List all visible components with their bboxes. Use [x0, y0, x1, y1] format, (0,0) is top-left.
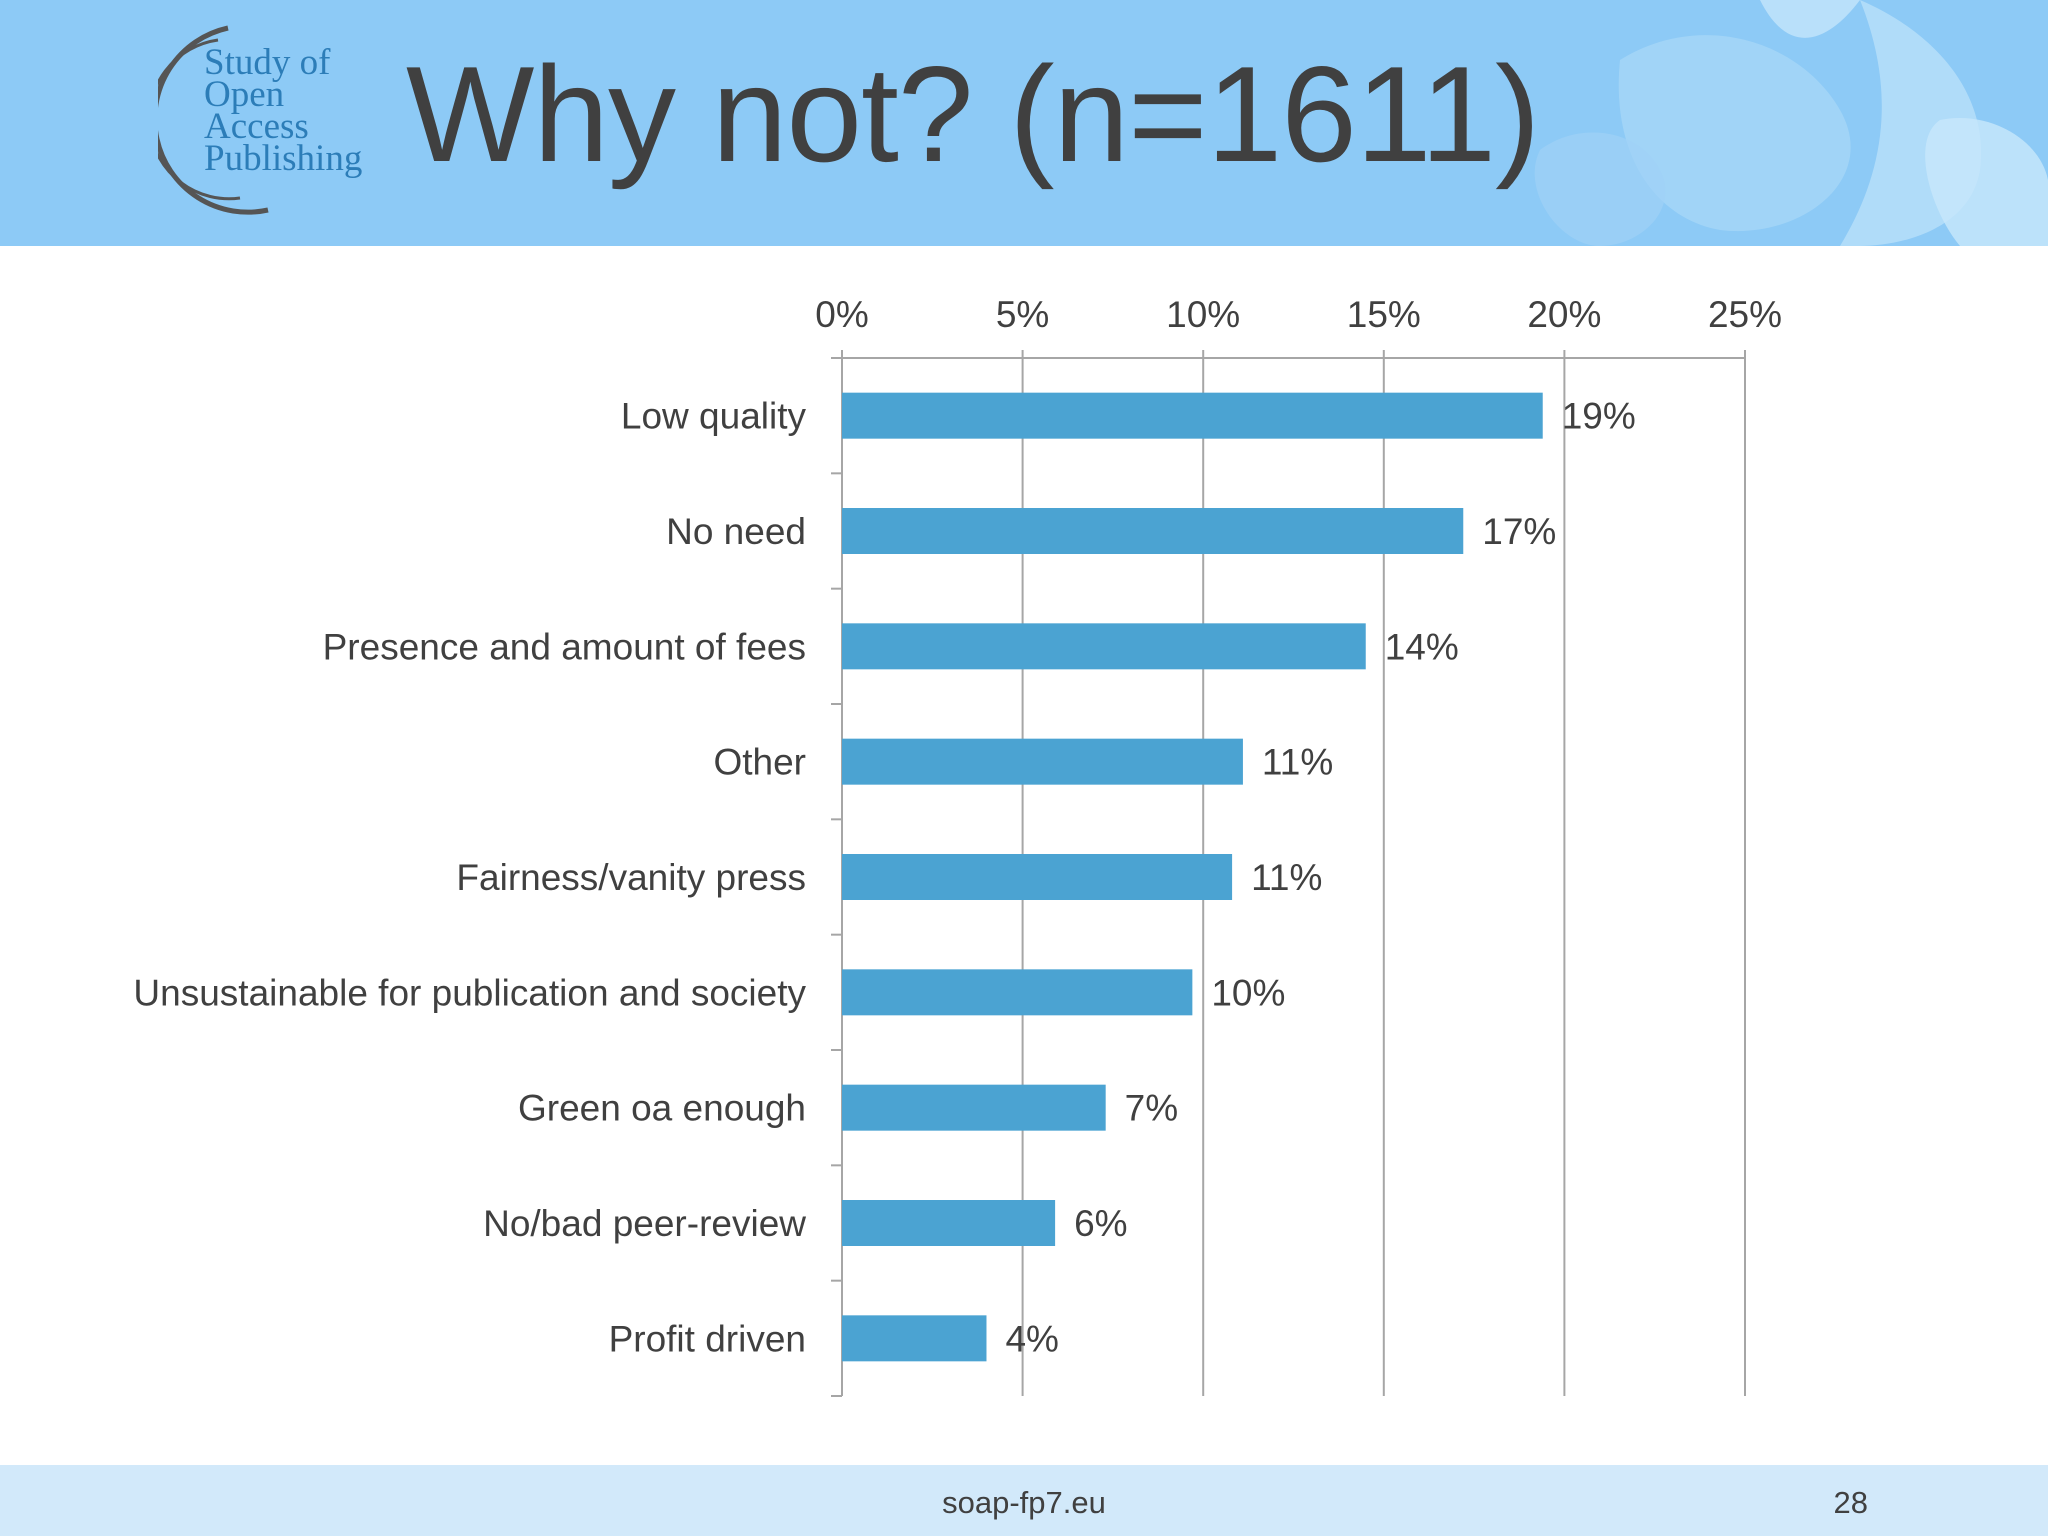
logo-text-line: Access [204, 106, 309, 147]
category-label: Other [713, 742, 806, 783]
bar [842, 1315, 987, 1362]
data-label: 11% [1251, 857, 1322, 898]
x-tick-label: 15% [1347, 294, 1421, 335]
category-label: Profit driven [609, 1318, 806, 1359]
bar [842, 508, 1464, 554]
bar [842, 969, 1193, 1016]
data-label: 7% [1125, 1088, 1178, 1129]
x-tick-label: 0% [815, 294, 868, 335]
category-label: No/bad peer-review [483, 1203, 806, 1244]
header-decoration [1534, 0, 2048, 246]
slide-footer: soap-fp7.eu 28 [0, 1465, 2048, 1536]
bar [842, 623, 1366, 670]
category-label: Unsustainable for publication and societ… [133, 972, 806, 1013]
data-label: 19% [1562, 396, 1636, 437]
x-tick-label: 20% [1527, 294, 1601, 335]
data-label: 10% [1211, 972, 1285, 1013]
bar [842, 738, 1243, 785]
data-label: 17% [1482, 511, 1556, 552]
slide-title: Why not? (n=1611) [406, 38, 1540, 190]
bar [842, 854, 1233, 900]
x-tick-label: 5% [996, 294, 1049, 335]
logo-text-line: Open [204, 74, 285, 115]
category-label: Green oa enough [518, 1088, 806, 1129]
bar-chart: 0% 5% 10% 15% 20% 25% Low quality 19% No need 17%… [133, 294, 1782, 1397]
category-label: Presence and amount of fees [323, 626, 806, 667]
page-number: 28 [1833, 1485, 1868, 1520]
data-label: 11% [1262, 742, 1333, 783]
bar [842, 392, 1543, 439]
x-tick-label: 25% [1708, 294, 1782, 335]
logo-text-line: Publishing [204, 138, 363, 179]
data-label: 4% [1005, 1318, 1058, 1359]
data-label: 14% [1385, 626, 1459, 667]
bar [842, 1200, 1056, 1246]
x-tick-label: 10% [1166, 294, 1240, 335]
bar [842, 1084, 1106, 1131]
soap-logo: Study of Open Access Publishing [158, 22, 368, 222]
data-label: 6% [1074, 1203, 1127, 1244]
footer-url: soap-fp7.eu [942, 1485, 1106, 1520]
logo-arc [158, 25, 269, 215]
slide-header: Study of Open Access Publishing Why not?… [0, 0, 2048, 246]
logo-text-line: Study of [204, 42, 331, 83]
category-label: No need [666, 511, 806, 552]
category-label: Fairness/vanity press [456, 857, 806, 898]
category-label: Low quality [621, 396, 807, 437]
